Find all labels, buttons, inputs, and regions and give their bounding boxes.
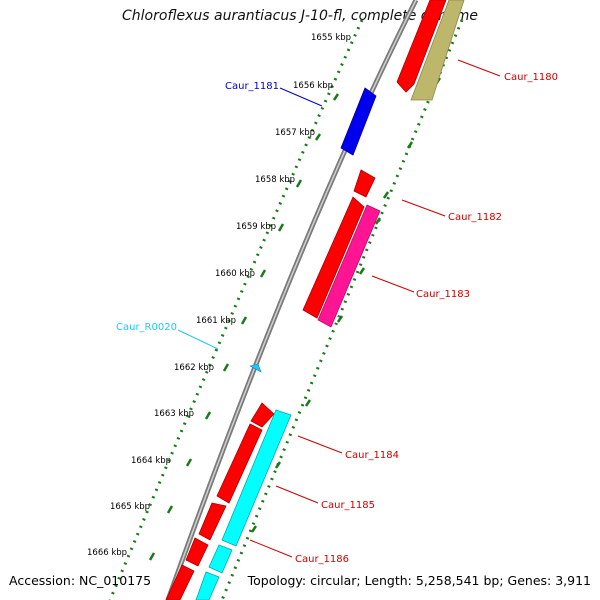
tick-label: 1662 kbp [174,363,214,373]
gene-label-caur_1184[interactable]: Caur_1184 [345,450,399,461]
gene-label-caur_1181[interactable]: Caur_1181 [225,81,279,92]
tick-label: 1665 kbp [110,502,150,512]
gene-caur_1185-feature[interactable] [185,502,227,567]
gene-cyan-feature[interactable] [195,409,292,600]
label-leaders [177,59,501,558]
tick-label: 1655 kbp [311,33,351,43]
tick-label: 1658 kbp [255,175,295,185]
gene-caur_1180-feature[interactable] [396,0,465,101]
tick-label: 1657 kbp [275,128,315,138]
gene-label-caur_1183[interactable]: Caur_1183 [416,289,470,300]
gene-label-caur_1182[interactable]: Caur_1182 [448,212,502,223]
tick-label: 1663 kbp [154,409,194,419]
map-title: Chloroflexus aurantiacus J-10-fl, comple… [122,8,478,24]
tick-label: 1664 kbp [131,456,171,466]
gene-caur_1183-feature[interactable] [317,204,381,328]
gene-label-caur_1185[interactable]: Caur_1185 [321,500,375,511]
topology-text: Topology: circular; Length: 5,258,541 bp… [247,573,591,588]
gene-cds-feature[interactable] [302,196,365,319]
genome-backbone [165,0,419,600]
gene-caur_1184-feature[interactable] [216,402,275,504]
gene-labels: Caur_1180 Caur_1181 Caur_1182 Caur_1183 … [116,72,558,565]
gene-caur_1186-feature[interactable] [165,564,195,600]
tick-label: 1666 kbp [87,548,127,558]
tick-label: 1659 kbp [236,222,276,232]
gene-caur_1181-feature[interactable] [340,87,377,156]
tick-label: 1656 kbp [293,81,333,91]
gene-label-caur_r0020[interactable]: Caur_R0020 [116,322,177,333]
inner-ruler-line [220,19,464,600]
gene-label-caur_1186[interactable]: Caur_1186 [295,554,349,565]
gene-caur_r0020-feature[interactable] [249,363,262,373]
ruler-labels: 1655 kbp 1656 kbp 1657 kbp 1658 kbp 1659… [87,33,351,558]
tick-label: 1661 kbp [196,316,236,326]
accession-text: Accession: NC_010175 [9,573,152,588]
gene-caur_1182-feature[interactable] [353,169,376,198]
gene-label-caur_1180[interactable]: Caur_1180 [504,72,558,83]
tick-label: 1660 kbp [215,269,255,279]
ruler-ticks [148,93,340,561]
